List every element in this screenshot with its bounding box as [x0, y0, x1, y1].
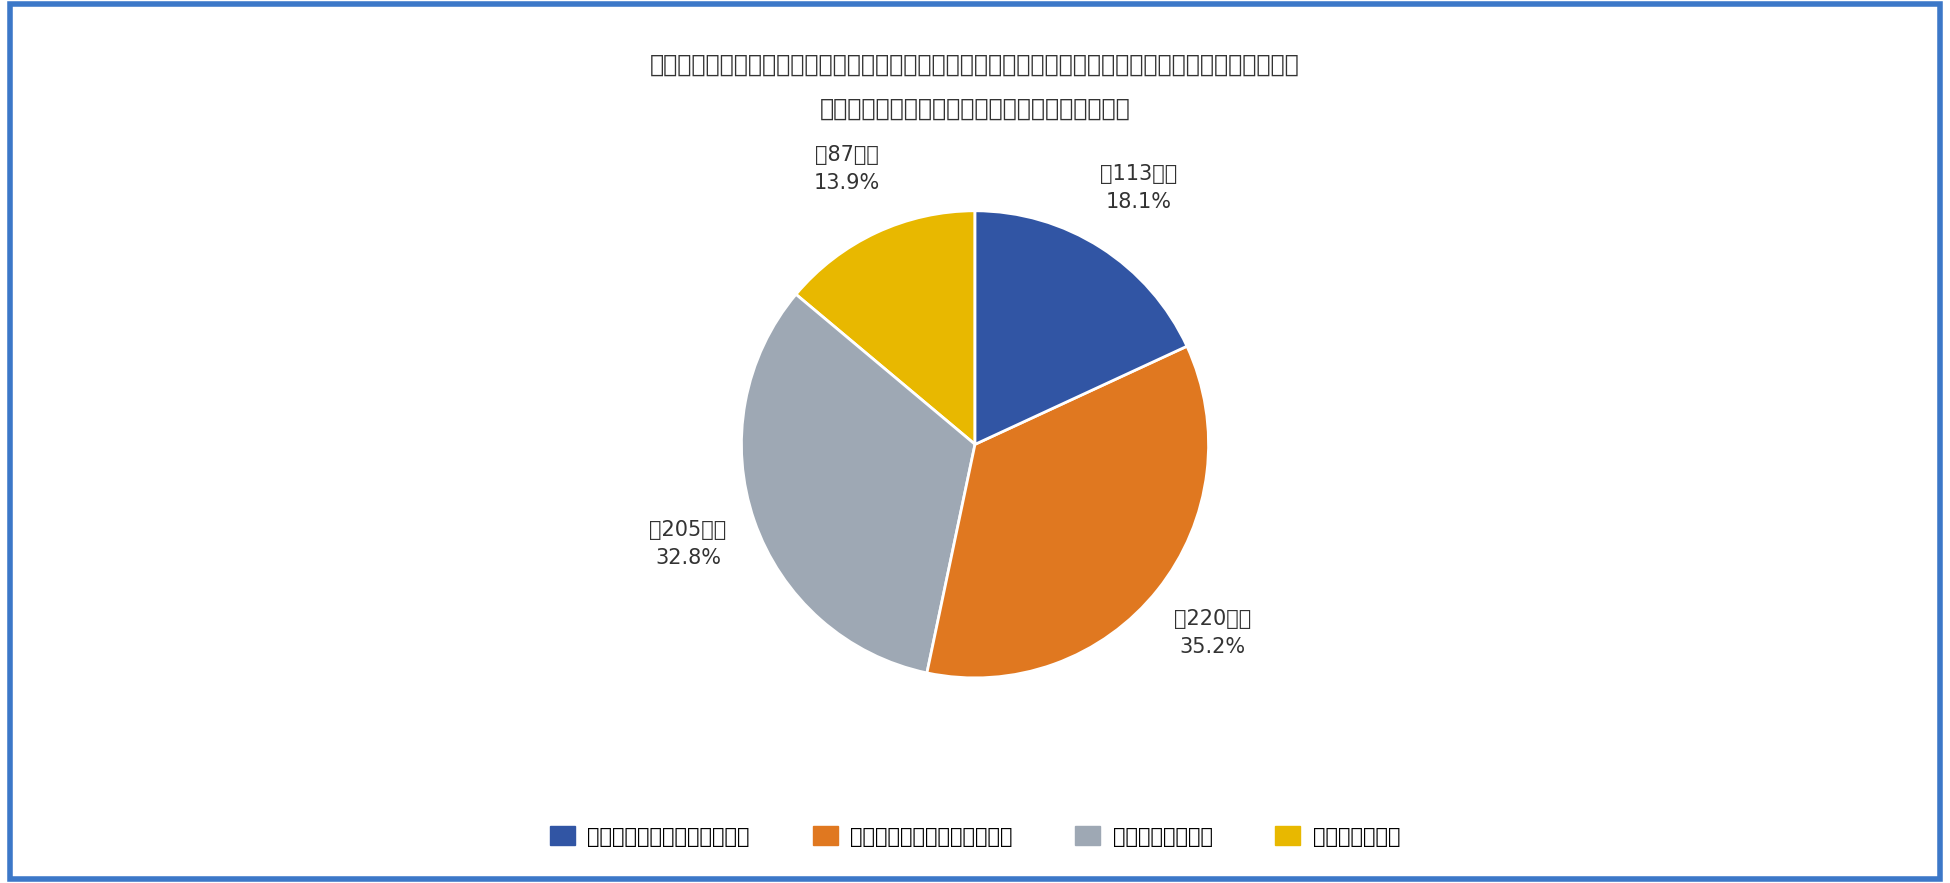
Text: 質問「女性特有の健康のお悩み（生理、出産及び産後の影響、更年期の影響、子宮や乳房の病気等）で: 質問「女性特有の健康のお悩み（生理、出産及び産後の影響、更年期の影響、子宮や乳房…	[649, 53, 1301, 77]
Wedge shape	[975, 211, 1188, 444]
Wedge shape	[741, 294, 975, 673]
Wedge shape	[796, 211, 975, 444]
Text: （87名）
13.9%: （87名） 13.9%	[813, 145, 879, 193]
Legend: 大きな影響がある（あった）, 若干の影響がある（あった）, あまり影響はない, 全く影響がない: 大きな影響がある（あった）, 若干の影響がある（あった）, あまり影響はない, …	[542, 818, 1408, 855]
Text: お仕事や生活に影響が出たことがありますか？」: お仕事や生活に影響が出たことがありますか？」	[819, 97, 1131, 121]
Text: （113名）
18.1%: （113名） 18.1%	[1100, 164, 1178, 213]
Text: （205名）
32.8%: （205名） 32.8%	[649, 519, 727, 568]
Text: （220名）
35.2%: （220名） 35.2%	[1174, 609, 1252, 658]
Wedge shape	[926, 346, 1209, 678]
